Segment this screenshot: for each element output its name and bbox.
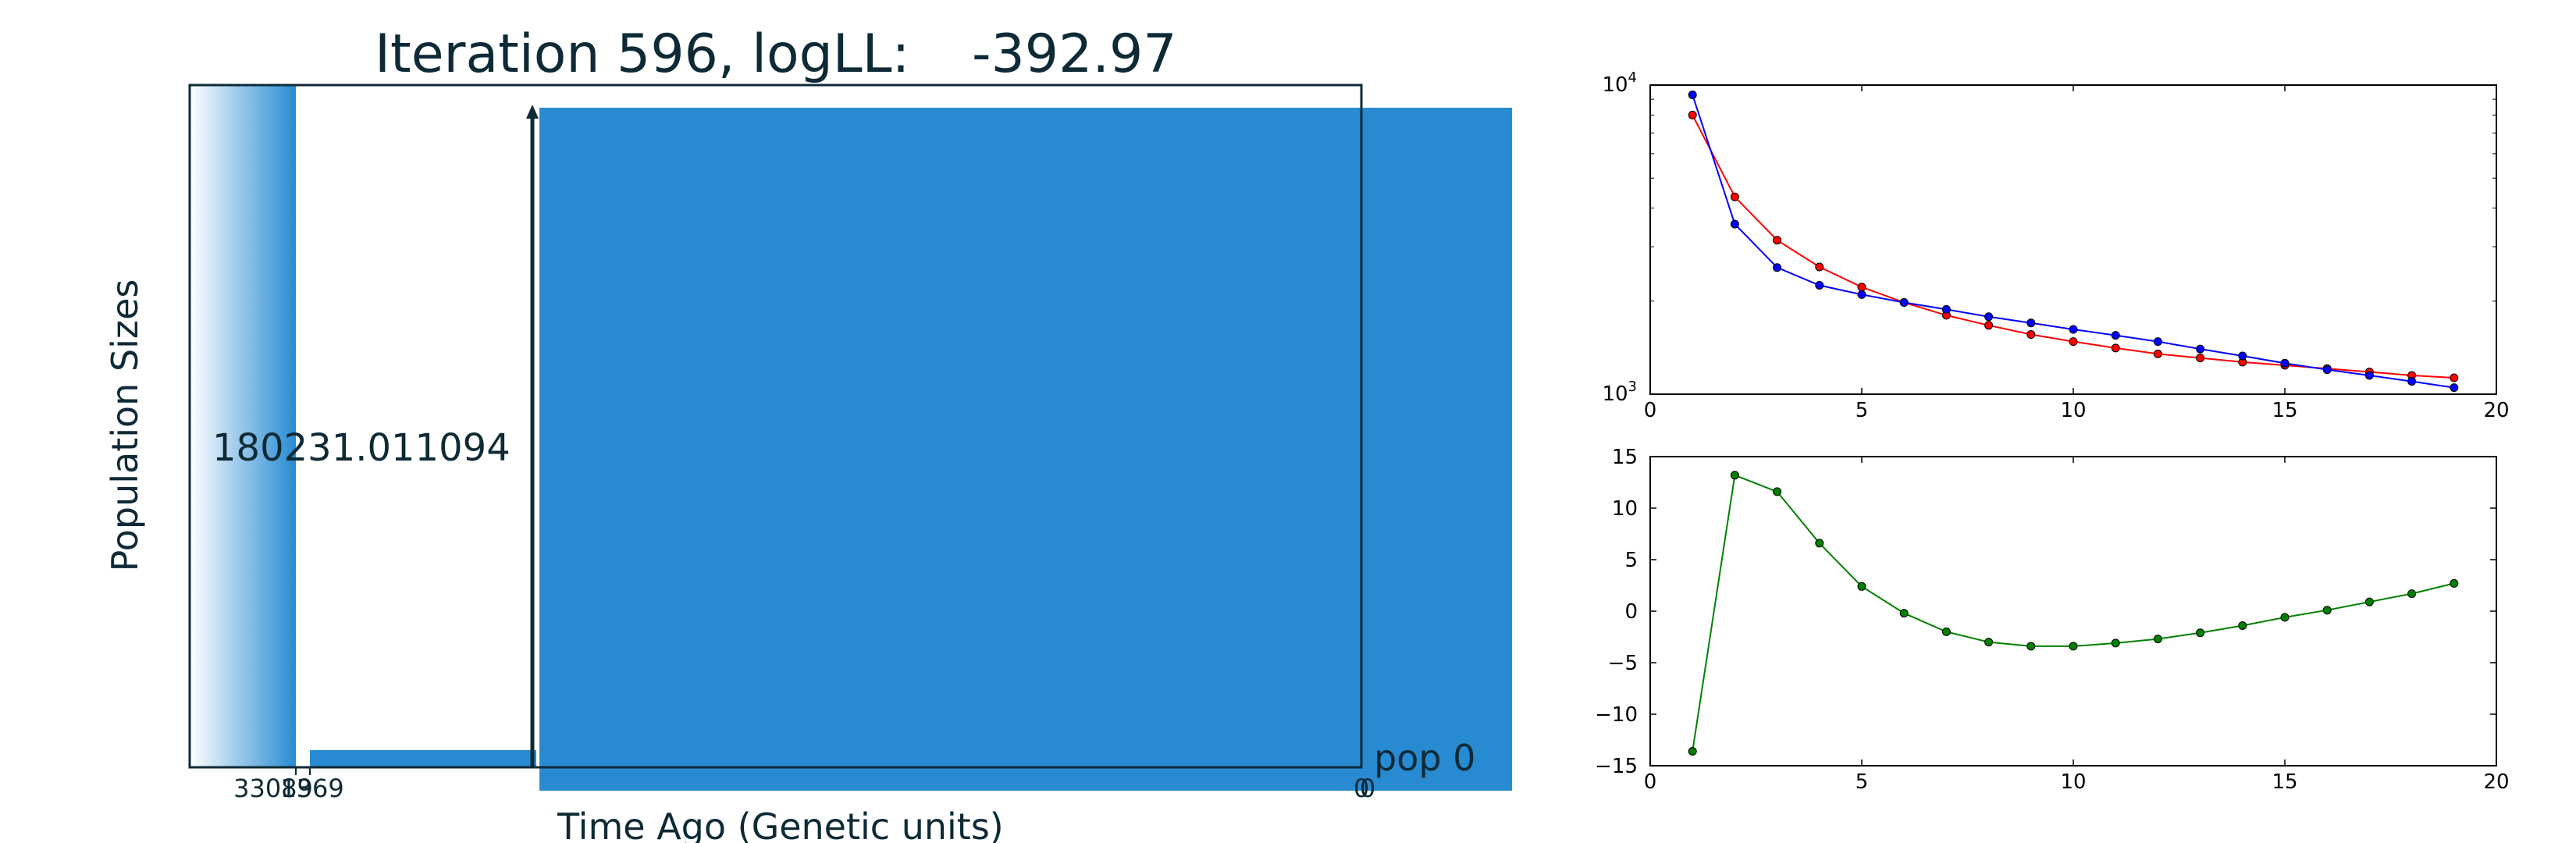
y-tick-label: 104 — [1602, 69, 1637, 97]
y-tick-exponent: 3 — [1628, 379, 1637, 395]
migration-arrow-head — [526, 105, 539, 119]
data-point — [2450, 383, 2459, 393]
x-tick-label: 20 — [2483, 770, 2509, 794]
data-point — [1984, 638, 1994, 647]
main-population-block — [539, 108, 1512, 791]
data-point — [2153, 337, 2162, 347]
x-tick-label: 5 — [1856, 770, 1869, 794]
data-point — [2026, 318, 2036, 328]
data-point — [1773, 263, 1782, 272]
x-tick-label: 15 — [2272, 770, 2297, 794]
top-right-axes: 0 5 10 15 20 — [1644, 84, 2510, 422]
y-tick-exponent: 4 — [1628, 69, 1637, 86]
y-tick-label: 5 — [1624, 549, 1638, 572]
data-point — [1730, 192, 1739, 201]
data-point — [2407, 377, 2417, 386]
x-tick-label: 0 — [1354, 774, 1369, 803]
data-point — [2153, 349, 2162, 358]
data-point — [2111, 638, 2120, 648]
data-point — [2364, 597, 2374, 606]
y-tick-label: 10 — [1612, 497, 1638, 521]
data-point — [1984, 312, 1994, 322]
bottom-right-axes-frame — [1649, 456, 2497, 767]
data-point — [2069, 642, 2078, 651]
data-point — [2450, 373, 2459, 382]
data-point — [2111, 343, 2120, 353]
data-point — [2280, 613, 2290, 622]
small-population-bar — [310, 750, 536, 767]
data-point — [1941, 627, 1951, 636]
top-right-plot-area — [1688, 91, 2459, 393]
x-tick-label: 20 — [2483, 399, 2509, 422]
data-point — [2196, 344, 2205, 354]
left-panel: Iteration 596, logLL: -392.97 Population… — [104, 23, 1512, 843]
y-tick-label: −5 — [1608, 652, 1638, 675]
x-tick-label: 0 — [1644, 770, 1657, 794]
y-tick-label: 15 — [1612, 446, 1638, 469]
data-point — [1815, 262, 1824, 272]
data-point — [1899, 609, 1909, 618]
data-point — [1688, 110, 1697, 119]
x-tick-label: 0 — [1360, 774, 1375, 803]
data-point — [2069, 325, 2078, 334]
y-tick-base: 10 — [1602, 382, 1628, 406]
data-point — [1941, 304, 1951, 314]
data-point — [1688, 91, 1697, 99]
data-point — [1899, 298, 1909, 307]
x-tick-label: 1369 — [280, 774, 343, 803]
data-point — [1984, 321, 1994, 330]
data-point — [1773, 236, 1782, 245]
data-point — [2196, 628, 2205, 638]
x-tick-label: 10 — [2060, 770, 2086, 794]
data-point — [2069, 337, 2078, 347]
x-axis-label: Time Ago (Genetic units) — [557, 806, 1004, 843]
bottom-right-axes: 0 5 10 15 20 −15 −10 −5 0 5 10 15 — [1595, 446, 2509, 794]
data-point — [2322, 606, 2332, 615]
data-point — [1857, 290, 1866, 299]
x-tick-label: 15 — [2272, 399, 2297, 422]
y-tick-label: −15 — [1595, 755, 1638, 778]
bottom-right-plot-area — [1688, 471, 2459, 756]
data-point — [2153, 635, 2162, 644]
data-point — [1815, 281, 1824, 290]
data-point — [2026, 330, 2036, 339]
data-point — [2238, 621, 2247, 630]
data-point — [2196, 354, 2205, 363]
data-point — [2450, 578, 2459, 588]
data-point — [2322, 365, 2332, 375]
data-point — [2026, 642, 2036, 651]
left-chart-title: Iteration 596, logLL: -392.97 — [375, 23, 1176, 85]
y-tick-label: 103 — [1602, 379, 1637, 406]
fade-gradient-band — [190, 85, 296, 767]
y-axis-label: Population Sizes — [104, 279, 146, 572]
population-name-label: pop 0 — [1374, 737, 1475, 779]
data-point — [1815, 539, 1824, 548]
x-tick-label: 0 — [1644, 399, 1657, 422]
data-point — [2364, 371, 2374, 380]
data-point — [2111, 331, 2120, 340]
data-point — [1688, 747, 1697, 756]
data-point — [2280, 358, 2290, 368]
x-tick-label: 5 — [1856, 399, 1869, 422]
title-value: -392.97 — [972, 23, 1176, 85]
x-tick-label: 10 — [2060, 399, 2086, 422]
data-point — [1857, 283, 1866, 292]
y-tick-base: 10 — [1602, 73, 1628, 97]
series-line — [1692, 474, 2455, 752]
title-prefix: Iteration 596, logLL: — [375, 23, 909, 85]
top-right-panel: 0 5 10 15 20 104 103 — [1602, 69, 2509, 422]
y-tick-label: 0 — [1624, 600, 1638, 624]
data-point — [2407, 589, 2417, 599]
left-axes-frame — [188, 84, 1363, 769]
data-point — [1857, 582, 1866, 591]
x-tick-label: 33089 — [233, 774, 313, 803]
data-point — [2238, 351, 2247, 361]
bottom-right-panel: 0 5 10 15 20 −15 −10 −5 0 5 10 15 — [1595, 446, 2509, 794]
data-point — [1730, 219, 1739, 229]
data-point — [1773, 487, 1782, 496]
y-tick-label: −10 — [1595, 703, 1638, 727]
population-size-label: 180231.011094 — [212, 426, 511, 470]
data-point — [1730, 471, 1739, 480]
